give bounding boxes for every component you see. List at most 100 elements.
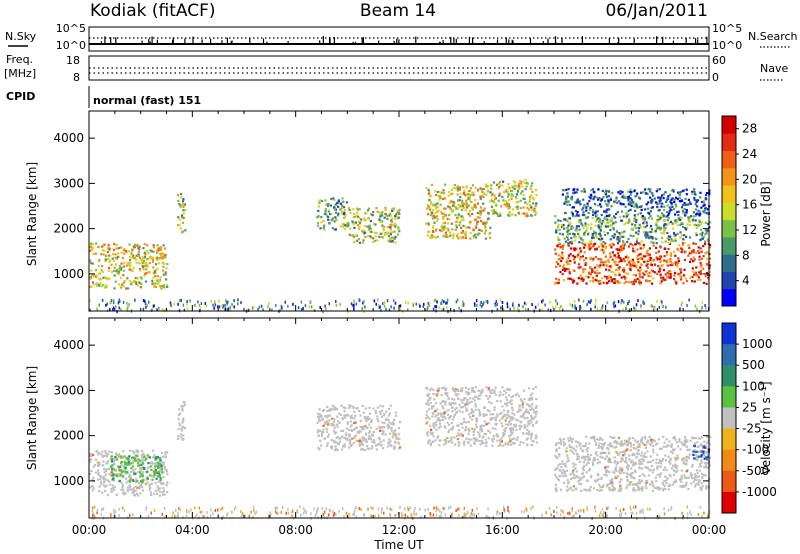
data-cell [391, 231, 394, 234]
data-cell [526, 443, 529, 446]
data-cell [379, 220, 382, 224]
data-cell [665, 260, 668, 263]
data-cell [682, 211, 685, 214]
data-cell [91, 262, 94, 265]
data-cell [659, 282, 662, 285]
clutter-cell [213, 300, 216, 304]
data-cell [336, 435, 339, 438]
data-cell [430, 211, 434, 214]
data-cell [636, 192, 639, 195]
data-cell [567, 244, 570, 247]
data-cell [474, 233, 477, 236]
data-cell [390, 427, 393, 430]
data-cell [656, 453, 659, 456]
data-cell [178, 408, 181, 411]
data-cell [633, 264, 636, 268]
data-cell [555, 444, 558, 447]
data-cell [627, 468, 630, 471]
data-cell [615, 469, 618, 472]
data-cell [559, 219, 562, 222]
data-cell [142, 247, 145, 250]
data-cell [136, 451, 139, 454]
data-cell [665, 479, 668, 482]
colorbar-frame [721, 115, 737, 307]
data-cell [483, 413, 486, 416]
clutter-cell [385, 307, 387, 311]
data-cell [468, 430, 471, 433]
data-cell [649, 455, 652, 458]
data-cell [339, 225, 342, 228]
data-cell [321, 418, 324, 421]
data-cell [581, 242, 584, 245]
data-cell [387, 427, 390, 430]
data-cell [468, 226, 471, 229]
data-cell [128, 243, 131, 246]
data-cell [429, 401, 432, 404]
data-cell [113, 242, 116, 246]
data-cell [447, 409, 450, 412]
data-cell [708, 257, 711, 260]
data-cell [560, 259, 563, 263]
data-cell [581, 255, 584, 258]
data-cell [599, 239, 602, 242]
data-cell [516, 436, 519, 439]
data-cell [598, 258, 601, 261]
data-cell [516, 190, 520, 193]
data-cell [123, 455, 126, 458]
data-cell [568, 263, 571, 266]
clutter-cell [502, 307, 505, 311]
data-cell [437, 387, 440, 390]
data-cell [151, 478, 154, 481]
data-cell [361, 439, 364, 442]
data-cell [554, 221, 557, 224]
data-cell [603, 210, 606, 213]
clutter-cell [127, 305, 129, 309]
data-cell [138, 281, 141, 284]
data-cell [386, 214, 389, 218]
data-cell [698, 210, 701, 213]
data-cell [644, 484, 647, 487]
data-cell [505, 388, 509, 391]
data-cell [480, 209, 484, 212]
data-cell [370, 447, 374, 450]
data-cell [663, 479, 666, 483]
data-cell [623, 275, 626, 278]
data-cell [572, 192, 575, 195]
clutter-cell [126, 301, 128, 305]
data-cell [465, 425, 468, 429]
noise-spike [511, 39, 513, 44]
data-cell [701, 221, 704, 224]
data-cell [352, 221, 356, 224]
data-cell [103, 249, 106, 252]
data-cell [602, 221, 605, 224]
data-cell [704, 252, 707, 255]
data-cell [608, 280, 611, 283]
data-cell [492, 181, 496, 184]
data-cell [178, 218, 181, 221]
data-cell [470, 408, 473, 411]
data-cell [99, 253, 103, 256]
data-cell [629, 188, 632, 191]
data-cell [436, 206, 439, 209]
data-cell [428, 439, 431, 442]
data-cell [641, 441, 644, 444]
data-cell [486, 409, 489, 412]
cpid-value: normal (fast) 151 [93, 94, 201, 107]
clutter-cell [496, 303, 498, 306]
noise-spike [110, 37, 112, 45]
data-cell [514, 181, 517, 184]
data-cell [132, 469, 135, 472]
data-cell [619, 451, 622, 454]
data-cell [368, 447, 371, 450]
data-cell [178, 422, 181, 425]
data-cell [368, 224, 371, 227]
data-cell [128, 455, 131, 458]
data-cell [572, 206, 575, 209]
data-cell [476, 202, 479, 205]
data-cell [515, 428, 518, 431]
data-cell [681, 248, 684, 251]
data-cell [686, 448, 689, 451]
data-cell [641, 467, 644, 470]
data-cell [462, 202, 466, 206]
data-cell [649, 190, 652, 193]
